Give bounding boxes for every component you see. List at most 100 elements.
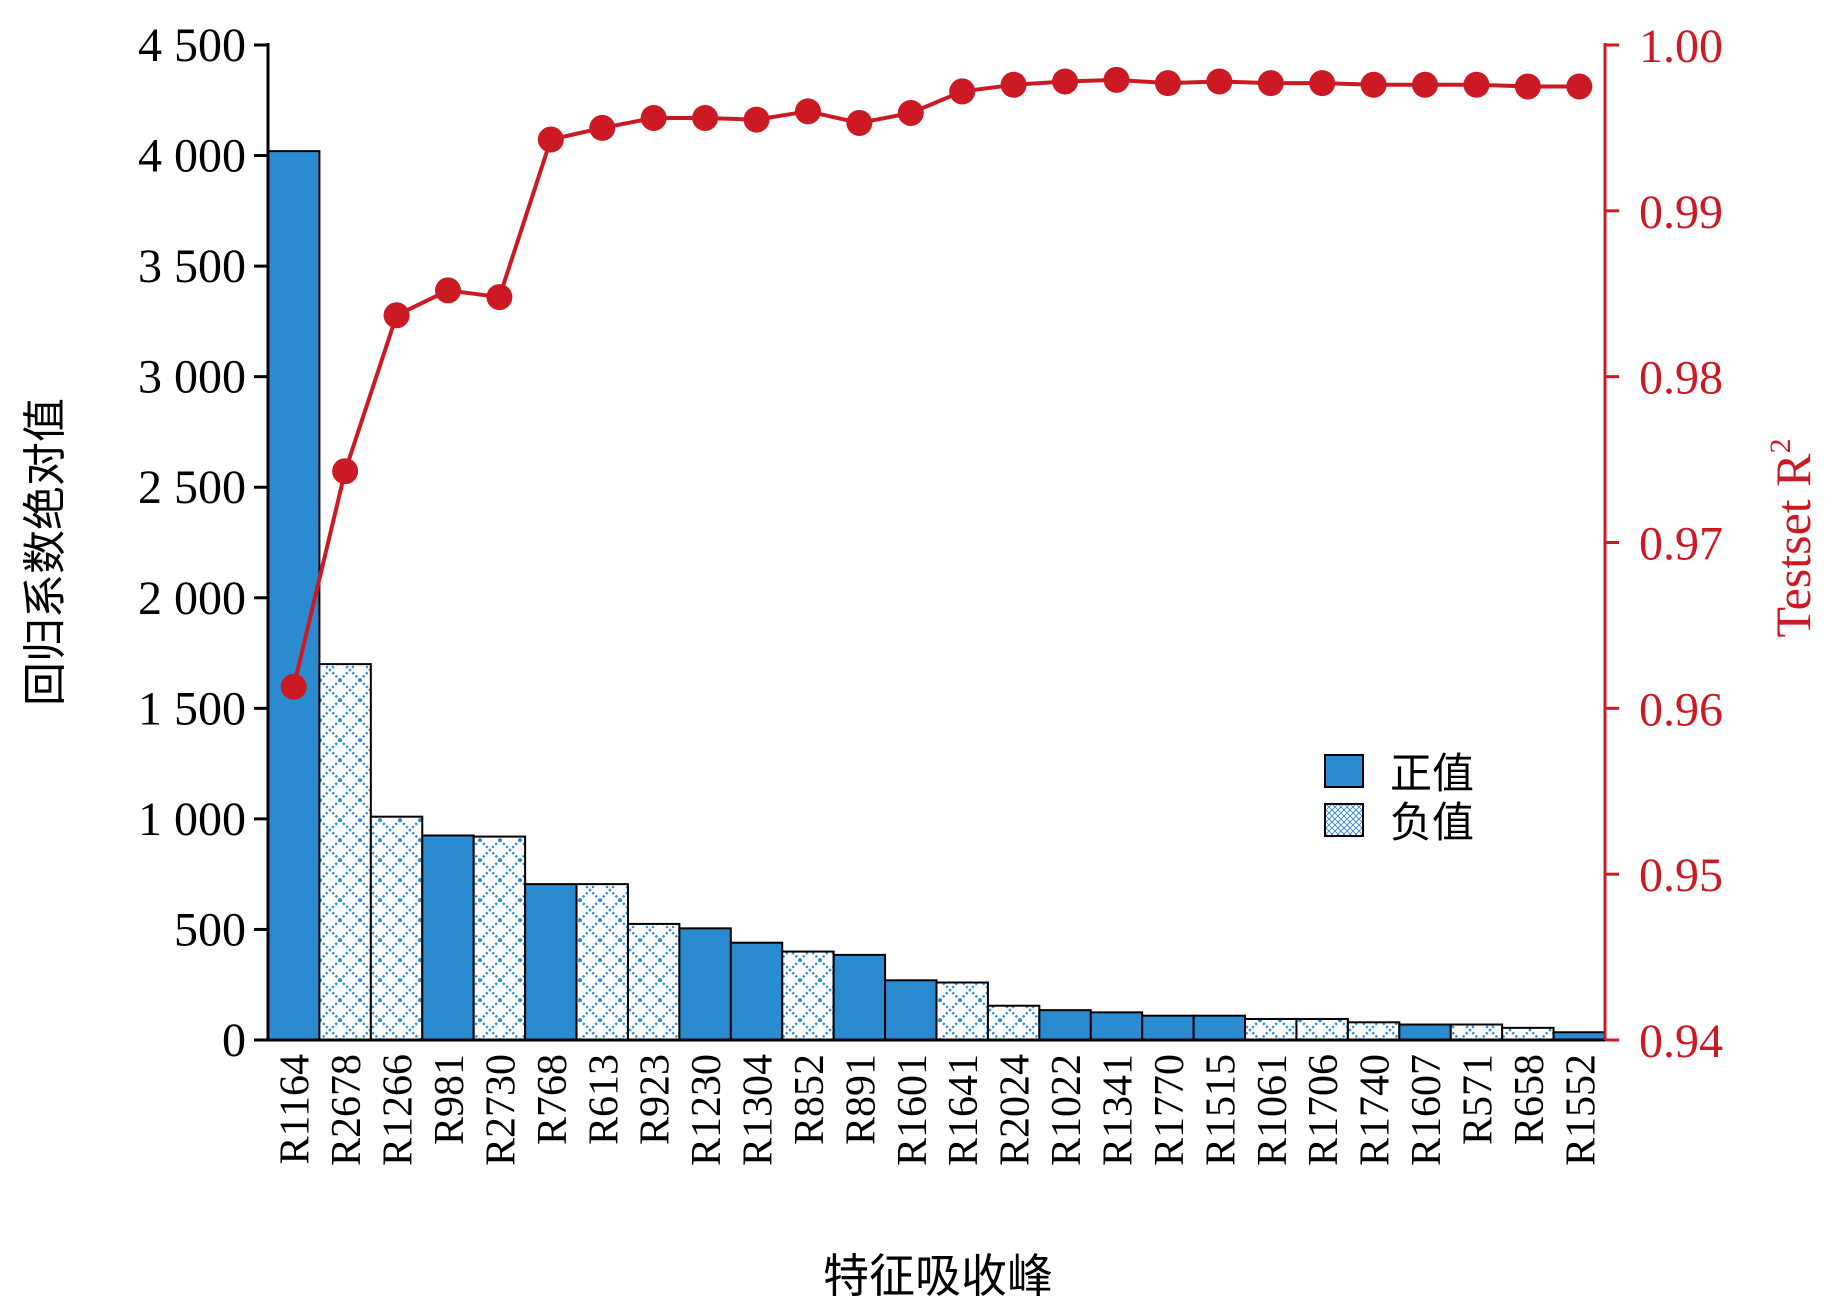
bar-R1706: [1295, 1017, 1349, 1041]
y2-axis-title-sup: 2: [1764, 439, 1797, 454]
bar-R1515: [1192, 1014, 1247, 1041]
right-tick-label: 0.96: [1639, 683, 1723, 736]
x-tick-label: R613: [581, 1054, 627, 1145]
bar-R571: [1449, 1023, 1504, 1042]
r2-point-R1061: [1257, 70, 1284, 97]
bar-R658: [1501, 1026, 1555, 1041]
bar-R852: [781, 950, 835, 1041]
r2-point-R1552: [1566, 73, 1593, 100]
x-tick-label: R1770: [1147, 1054, 1193, 1166]
left-tick-label: 2 500: [138, 461, 246, 514]
bar-R1601: [884, 979, 938, 1041]
bar-R1164: [267, 150, 321, 1041]
x-tick-label: R768: [530, 1054, 576, 1145]
bar-R923: [626, 922, 681, 1041]
x-tick-label: R891: [838, 1054, 884, 1145]
bar-R1266: [369, 815, 424, 1041]
x-tick-label: R1022: [1044, 1054, 1090, 1166]
r2-point-R891: [846, 109, 873, 136]
x-tick-label: R1607: [1404, 1054, 1450, 1166]
x-tick-label: R923: [633, 1054, 679, 1145]
left-tick-label: 0: [222, 1014, 246, 1067]
r2-point-R2678: [332, 458, 359, 485]
left-tick-label: 2 000: [138, 572, 246, 625]
left-tick-label: 3 500: [138, 240, 246, 293]
r2-series-line: [291, 77, 1580, 688]
r2-point-R2024: [1000, 71, 1027, 98]
left-tick-label: 500: [174, 903, 246, 956]
left-tick-label: 1 000: [138, 793, 246, 846]
x-tick-labels: R1164 R2678 R1266 R981 R2730 R768 R613 R923 R123…: [273, 1054, 1605, 1166]
y2-axis-title: Testset R2: [1764, 439, 1821, 638]
r2-point-R1601: [897, 99, 924, 126]
x-tick-label: R2730: [478, 1054, 524, 1166]
x-tick-label: R571: [1455, 1054, 1501, 1145]
bar-R891: [832, 953, 887, 1041]
r2-point-R923: [640, 104, 667, 131]
r2-point-R1770: [1154, 70, 1181, 97]
left-tick-label: 4 000: [138, 130, 246, 183]
r2-point-R1641: [949, 78, 976, 105]
left-tick-label: 3 000: [138, 351, 246, 404]
right-tick-label: 0.97: [1639, 518, 1723, 571]
r2-line-layer: [280, 66, 1593, 700]
bar-R1641: [935, 981, 989, 1042]
r2-point-R658: [1514, 73, 1541, 100]
bar-R1770: [1141, 1014, 1195, 1041]
bar-R1061: [1244, 1017, 1298, 1041]
bar-R1022: [1038, 1009, 1092, 1042]
right-axis: 0.94 0.95 0.96 0.97 0.98 0.99 1.00: [1603, 20, 1723, 1068]
x-tick-label: R981: [427, 1054, 473, 1145]
bar-R613: [575, 883, 629, 1041]
x-tick-label: R1341: [1095, 1054, 1141, 1166]
right-tick-label: 0.99: [1639, 186, 1723, 239]
bars-layer: [267, 150, 1606, 1042]
bar-R2678: [318, 663, 372, 1041]
bar-R1607: [1398, 1023, 1452, 1042]
legend-swatch-positive: [1324, 754, 1364, 788]
x-tick-label: R1601: [890, 1054, 936, 1166]
bar-R1740: [1346, 1021, 1401, 1041]
r2-point-R1164: [280, 673, 307, 700]
left-axis: 0 500 1 000 1 500 2 000 2 500 3 000 3 500 4 000 4…: [138, 19, 1605, 1067]
x-tick-label: R1515: [1198, 1054, 1244, 1166]
r2-point-R1607: [1412, 71, 1439, 98]
bar-R768: [524, 883, 578, 1041]
legend: 正值 负值: [1324, 749, 1474, 847]
bar-R2730: [472, 835, 527, 1042]
r2-point-R613: [589, 114, 616, 141]
x-tick-label: R1304: [736, 1054, 782, 1166]
x-tick-label: R658: [1507, 1054, 1553, 1145]
legend-label-negative: 负值: [1390, 798, 1474, 847]
r2-point-R1266: [383, 302, 410, 329]
bar-R2024: [986, 1004, 1041, 1041]
right-tick-label: 0.98: [1639, 352, 1723, 405]
r2-point-R1740: [1360, 71, 1387, 98]
r2-point-R981: [434, 277, 461, 304]
right-tick-label: 0.94: [1639, 1015, 1723, 1068]
x-tick-label: R1266: [376, 1054, 422, 1166]
x-tick-label: R1552: [1558, 1054, 1604, 1166]
x-tick-label: R2678: [324, 1054, 370, 1166]
r2-point-R1341: [1103, 66, 1130, 93]
y-axis-title: 回归系数绝对值: [20, 398, 71, 706]
right-tick-label: 0.95: [1639, 849, 1723, 902]
r2-point-R1515: [1206, 68, 1233, 95]
r2-point-R2730: [486, 284, 513, 311]
r2-point-R768: [537, 126, 564, 153]
y2-axis-title-text: Testset R: [1765, 453, 1821, 638]
r2-point-R852: [794, 98, 821, 125]
x-tick-label: R2024: [993, 1054, 1039, 1166]
r2-point-R1706: [1309, 70, 1336, 97]
r2-point-R1304: [743, 106, 770, 133]
legend-label-positive: 正值: [1390, 749, 1474, 798]
legend-swatch-negative: [1324, 803, 1364, 837]
x-tick-label: R1740: [1353, 1054, 1399, 1166]
r2-point-R1022: [1052, 68, 1079, 95]
r2-point-R571: [1463, 71, 1490, 98]
bar-R981: [421, 834, 475, 1041]
x-tick-label: R1706: [1301, 1054, 1347, 1166]
x-axis-title: 特征吸收峰: [823, 1249, 1053, 1303]
